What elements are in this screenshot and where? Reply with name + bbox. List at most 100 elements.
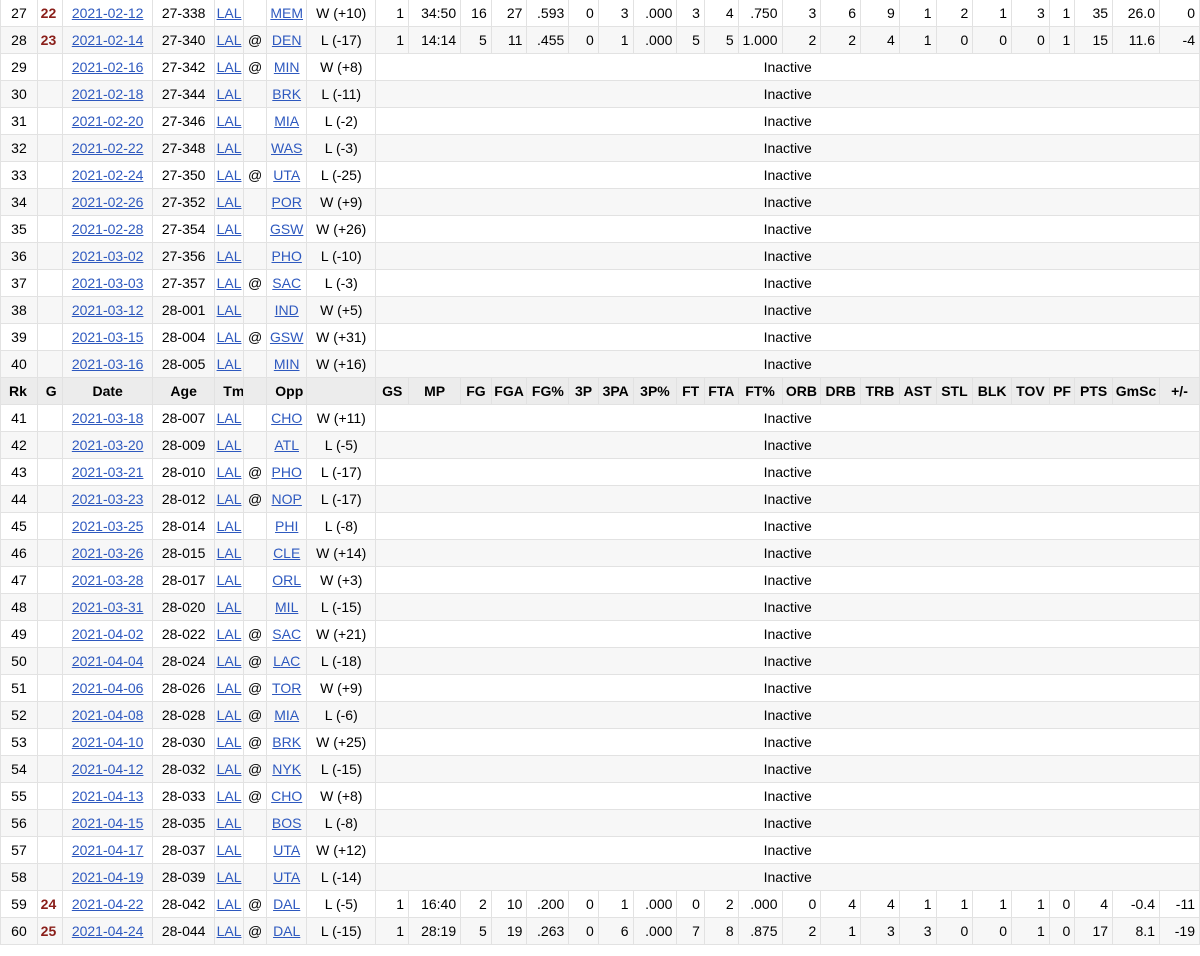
- game-date-link[interactable]: 2021-02-20: [71, 113, 144, 129]
- team-link[interactable]: LAL: [216, 464, 242, 480]
- game-date-link[interactable]: 2021-03-18: [71, 410, 144, 426]
- team-link[interactable]: LAL: [216, 896, 242, 912]
- team-link[interactable]: LAL: [216, 842, 242, 858]
- opponent-link[interactable]: CLE: [273, 545, 301, 561]
- game-date-link[interactable]: 2021-04-02: [71, 626, 144, 642]
- game-date-link[interactable]: 2021-03-23: [71, 491, 144, 507]
- opponent-link[interactable]: POR: [271, 194, 302, 210]
- opponent-link[interactable]: MIN: [273, 356, 300, 372]
- column-header-pf[interactable]: PF: [1048, 377, 1076, 405]
- column-header-ast[interactable]: AST: [898, 377, 937, 405]
- opponent-link[interactable]: PHI: [275, 518, 299, 534]
- opponent-link[interactable]: SAC: [272, 275, 302, 291]
- game-date-link[interactable]: 2021-02-18: [71, 86, 144, 102]
- game-date-link[interactable]: 2021-02-24: [71, 167, 144, 183]
- team-link[interactable]: LAL: [216, 599, 242, 615]
- column-header-3p[interactable]: 3P: [568, 377, 599, 405]
- team-link[interactable]: LAL: [216, 815, 242, 831]
- team-link[interactable]: LAL: [216, 653, 242, 669]
- team-link[interactable]: LAL: [216, 869, 242, 885]
- opponent-link[interactable]: MIN: [273, 59, 300, 75]
- game-date-link[interactable]: 2021-03-21: [71, 464, 144, 480]
- game-date-link[interactable]: 2021-02-22: [71, 140, 144, 156]
- opponent-link[interactable]: ORL: [272, 572, 302, 588]
- opponent-link[interactable]: PHO: [271, 464, 302, 480]
- game-date-link[interactable]: 2021-03-20: [71, 437, 144, 453]
- game-date-link[interactable]: 2021-04-13: [71, 788, 144, 804]
- column-header-3p-[interactable]: 3P%: [632, 377, 678, 405]
- game-date-link[interactable]: 2021-04-08: [71, 707, 144, 723]
- game-date-link[interactable]: 2021-04-24: [71, 923, 144, 939]
- game-date-link[interactable]: 2021-02-28: [71, 221, 144, 237]
- opponent-link[interactable]: LAC: [273, 653, 301, 669]
- column-header-gmsc[interactable]: GmSc: [1112, 377, 1160, 405]
- game-date-link[interactable]: 2021-04-10: [71, 734, 144, 750]
- opponent-link[interactable]: GSW: [269, 329, 304, 345]
- game-date-link[interactable]: 2021-03-03: [71, 275, 144, 291]
- opponent-link[interactable]: MIL: [275, 599, 299, 615]
- opponent-link[interactable]: CHO: [271, 788, 303, 804]
- column-header-tov[interactable]: TOV: [1011, 377, 1050, 405]
- column-header-blk[interactable]: BLK: [972, 377, 1013, 405]
- game-date-link[interactable]: 2021-02-14: [71, 32, 144, 48]
- column-header-mp[interactable]: MP: [408, 377, 462, 405]
- opponent-link[interactable]: ATL: [274, 437, 299, 453]
- column-header-age[interactable]: Age: [152, 377, 216, 405]
- opponent-link[interactable]: DAL: [273, 896, 301, 912]
- team-link[interactable]: LAL: [216, 788, 242, 804]
- team-link[interactable]: LAL: [216, 5, 242, 21]
- column-header-ft[interactable]: FT: [676, 377, 705, 405]
- game-date-link[interactable]: 2021-03-31: [71, 599, 144, 615]
- team-link[interactable]: LAL: [216, 923, 242, 939]
- column-header-rk[interactable]: Rk: [0, 377, 38, 405]
- column-header-fg[interactable]: FG: [460, 377, 492, 405]
- game-date-link[interactable]: 2021-02-16: [71, 59, 144, 75]
- opponent-link[interactable]: MEM: [270, 5, 304, 21]
- opponent-link[interactable]: BRK: [272, 86, 302, 102]
- column-header-fga[interactable]: FGA: [490, 377, 528, 405]
- team-link[interactable]: LAL: [216, 410, 242, 426]
- column-header-fg-[interactable]: FG%: [526, 377, 570, 405]
- team-link[interactable]: LAL: [216, 59, 242, 75]
- game-date-link[interactable]: 2021-04-04: [71, 653, 144, 669]
- team-link[interactable]: LAL: [216, 194, 242, 210]
- team-link[interactable]: LAL: [216, 221, 242, 237]
- opponent-link[interactable]: CHO: [271, 410, 303, 426]
- team-link[interactable]: LAL: [216, 275, 242, 291]
- team-link[interactable]: LAL: [216, 437, 242, 453]
- column-header-opp[interactable]: Opp: [266, 377, 308, 405]
- team-link[interactable]: LAL: [216, 140, 242, 156]
- team-link[interactable]: LAL: [216, 734, 242, 750]
- opponent-link[interactable]: DAL: [273, 923, 301, 939]
- column-header-ft-[interactable]: FT%: [737, 377, 783, 405]
- game-date-link[interactable]: 2021-03-02: [71, 248, 144, 264]
- opponent-link[interactable]: MIA: [274, 707, 300, 723]
- game-date-link[interactable]: 2021-03-15: [71, 329, 144, 345]
- team-link[interactable]: LAL: [216, 356, 242, 372]
- team-link[interactable]: LAL: [216, 329, 242, 345]
- team-link[interactable]: LAL: [216, 626, 242, 642]
- opponent-link[interactable]: SAC: [272, 626, 302, 642]
- column-header--[interactable]: +/-: [1158, 377, 1200, 405]
- team-link[interactable]: LAL: [216, 302, 242, 318]
- team-link[interactable]: LAL: [216, 32, 242, 48]
- game-date-link[interactable]: 2021-02-26: [71, 194, 144, 210]
- opponent-link[interactable]: GSW: [269, 221, 304, 237]
- game-date-link[interactable]: 2021-04-15: [71, 815, 144, 831]
- column-header-trb[interactable]: TRB: [860, 377, 900, 405]
- opponent-link[interactable]: UTA: [273, 167, 301, 183]
- column-header-g[interactable]: G: [36, 377, 64, 405]
- team-link[interactable]: LAL: [216, 491, 242, 507]
- column-header-fta[interactable]: FTA: [703, 377, 739, 405]
- game-date-link[interactable]: 2021-03-25: [71, 518, 144, 534]
- opponent-link[interactable]: UTA: [273, 842, 301, 858]
- opponent-link[interactable]: BRK: [272, 734, 302, 750]
- column-header-orb[interactable]: ORB: [781, 377, 822, 405]
- team-link[interactable]: LAL: [216, 707, 242, 723]
- game-date-link[interactable]: 2021-02-12: [71, 5, 144, 21]
- column-header-drb[interactable]: DRB: [820, 377, 862, 405]
- column-header-tm[interactable]: Tm: [214, 377, 244, 405]
- team-link[interactable]: LAL: [216, 518, 242, 534]
- opponent-link[interactable]: TOR: [272, 680, 302, 696]
- game-date-link[interactable]: 2021-03-28: [71, 572, 144, 588]
